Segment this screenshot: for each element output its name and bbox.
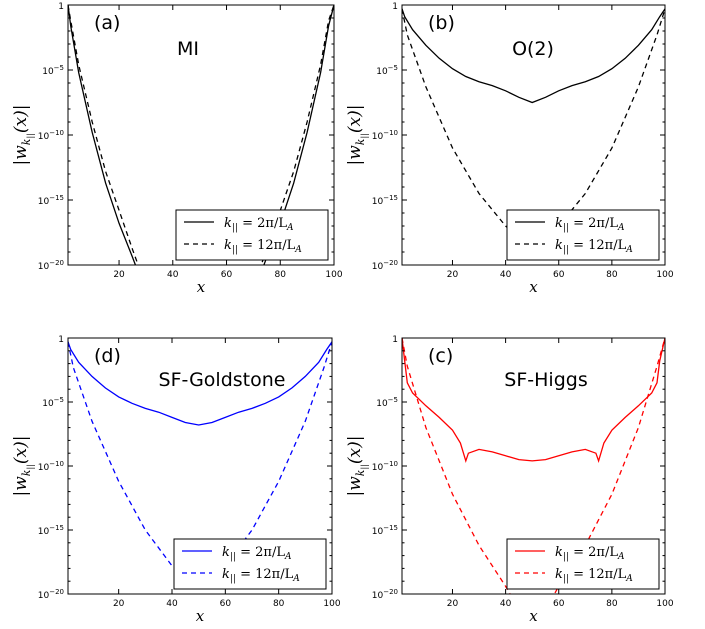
chart-panel: 20 40 60 80 100 1 10−5 10−10 10−15 10−20 x |wk||(x)… bbox=[345, 2, 674, 296]
panel-title: SF-Goldstone bbox=[159, 369, 286, 391]
y-tick-label: 1 bbox=[392, 2, 398, 12]
x-tick-label: 100 bbox=[656, 599, 673, 609]
panel-label: (d) bbox=[94, 345, 121, 367]
y-tick-label: 10−10 bbox=[372, 460, 398, 473]
x-axis-label: x bbox=[197, 278, 206, 296]
chart-panel: 20 40 60 80 100 1 10−5 10−10 10−15 10−20 x |wk||(x)… bbox=[11, 2, 343, 296]
legend-entry-label: k|| = 2π/LA bbox=[224, 216, 294, 233]
x-axis-label: x bbox=[529, 278, 538, 296]
legend: k|| = 2π/LA k|| = 12π/LA bbox=[173, 538, 327, 590]
y-tick-label: 1 bbox=[58, 335, 64, 345]
legend-box bbox=[173, 538, 327, 590]
x-tick-label: 60 bbox=[221, 270, 233, 280]
y-tick-label: 1 bbox=[58, 2, 64, 12]
panel-label: (b) bbox=[428, 12, 455, 34]
y-tick-label: 10−10 bbox=[38, 460, 64, 473]
y-tick-label: 10−20 bbox=[38, 259, 64, 272]
legend-box bbox=[506, 538, 660, 590]
legend-box bbox=[506, 209, 660, 261]
x-axis-label: x bbox=[529, 607, 538, 625]
series-line-2pi bbox=[68, 5, 334, 265]
series-line-12pi bbox=[402, 338, 665, 594]
x-tick-label: 20 bbox=[113, 270, 125, 280]
series-line-12pi bbox=[68, 341, 332, 590]
y-tick-label: 10−20 bbox=[38, 588, 64, 601]
series-line-2pi bbox=[68, 341, 332, 426]
y-tick-label: 10−5 bbox=[42, 64, 64, 77]
y-axis-label: |wk||(x)| bbox=[345, 105, 369, 166]
x-tick-label: 40 bbox=[500, 270, 512, 280]
legend-entry-label: k|| = 2π/LA bbox=[222, 545, 292, 562]
y-axis-label: |wk||(x)| bbox=[11, 436, 35, 497]
series-line-2pi bbox=[402, 8, 665, 104]
y-axis-label: |wk||(x)| bbox=[11, 105, 35, 166]
y-tick-label: 10−15 bbox=[372, 194, 398, 207]
panel-label: (c) bbox=[428, 345, 453, 367]
y-tick-label: 10−5 bbox=[376, 64, 398, 77]
legend-entry-label: k|| = 12π/LA bbox=[222, 567, 300, 584]
x-tick-label: 60 bbox=[220, 599, 232, 609]
panel-title: O(2) bbox=[512, 38, 554, 60]
x-tick-label: 80 bbox=[275, 270, 287, 280]
x-tick-label: 80 bbox=[606, 270, 618, 280]
chart-panel: 20 40 60 80 100 1 10−5 10−10 10−15 10−20 x |wk||(x)… bbox=[345, 335, 674, 625]
x-tick-label: 40 bbox=[500, 599, 512, 609]
y-tick-label: 10−15 bbox=[372, 524, 398, 537]
y-tick-label: 10−15 bbox=[38, 194, 64, 207]
y-tick-label: 10−5 bbox=[376, 396, 398, 409]
legend: k|| = 2π/LA k|| = 12π/LA bbox=[175, 209, 329, 261]
series-line-12pi bbox=[402, 8, 665, 251]
x-axis-label: x bbox=[196, 607, 205, 625]
panel-title: MI bbox=[177, 38, 199, 60]
x-tick-label: 100 bbox=[325, 270, 342, 280]
panel-title: SF-Higgs bbox=[504, 369, 587, 391]
x-tick-label: 100 bbox=[656, 270, 673, 280]
legend: k|| = 2π/LA k|| = 12π/LA bbox=[506, 209, 660, 261]
legend-box bbox=[175, 209, 329, 261]
x-tick-label: 40 bbox=[166, 599, 178, 609]
y-tick-label: 10−10 bbox=[38, 129, 64, 142]
y-tick-label: 10−5 bbox=[42, 396, 64, 409]
y-axis-label: |wk||(x)| bbox=[345, 436, 369, 497]
x-tick-label: 20 bbox=[447, 599, 459, 609]
legend-entry-label: k|| = 2π/LA bbox=[555, 216, 625, 233]
y-tick-label: 1 bbox=[392, 335, 398, 345]
x-tick-label: 40 bbox=[167, 270, 179, 280]
x-tick-label: 80 bbox=[273, 599, 285, 609]
y-tick-label: 10−20 bbox=[372, 588, 398, 601]
y-tick-label: 10−10 bbox=[372, 129, 398, 142]
legend: k|| = 2π/LA k|| = 12π/LA bbox=[506, 538, 660, 590]
legend-entry-label: k|| = 12π/LA bbox=[555, 567, 633, 584]
y-tick-label: 10−15 bbox=[38, 524, 64, 537]
legend-entry-label: k|| = 12π/LA bbox=[224, 238, 302, 255]
legend-entry-label: k|| = 2π/LA bbox=[555, 545, 625, 562]
x-tick-label: 20 bbox=[113, 599, 125, 609]
x-tick-label: 100 bbox=[323, 599, 340, 609]
x-tick-label: 80 bbox=[606, 599, 618, 609]
x-tick-label: 60 bbox=[553, 599, 565, 609]
series-line-12pi bbox=[68, 5, 334, 265]
chart-panel: 20 40 60 80 100 1 10−5 10−10 10−15 10−20 x |wk||(x)… bbox=[11, 335, 341, 625]
y-tick-label: 10−20 bbox=[372, 259, 398, 272]
x-tick-label: 60 bbox=[553, 270, 565, 280]
legend-entry-label: k|| = 12π/LA bbox=[555, 238, 633, 255]
panel-label: (a) bbox=[94, 12, 120, 34]
x-tick-label: 20 bbox=[447, 270, 459, 280]
series-line-2pi bbox=[402, 338, 665, 464]
